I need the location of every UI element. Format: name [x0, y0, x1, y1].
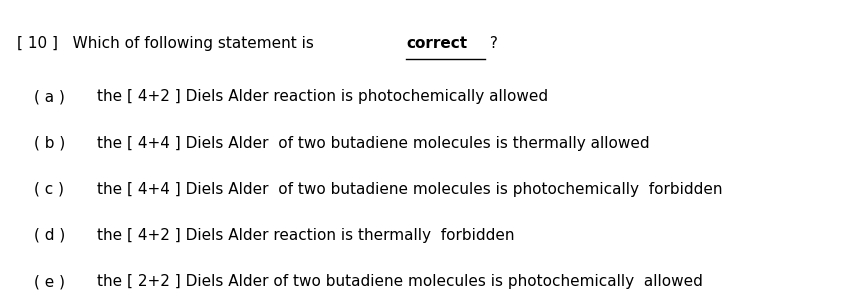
Text: ( b ): ( b ) — [34, 136, 65, 150]
Text: ( a ): ( a ) — [34, 89, 64, 104]
Text: correct: correct — [407, 36, 468, 51]
Text: the [ 4+4 ] Diels Alder  of two butadiene molecules is photochemically  forbidde: the [ 4+4 ] Diels Alder of two butadiene… — [97, 182, 722, 197]
Text: the [ 4+2 ] Diels Alder reaction is photochemically allowed: the [ 4+2 ] Diels Alder reaction is phot… — [97, 89, 549, 104]
Text: ( c ): ( c ) — [34, 182, 64, 197]
Text: ( e ): ( e ) — [34, 274, 65, 289]
Text: ( d ): ( d ) — [34, 228, 65, 243]
Text: ?: ? — [485, 36, 498, 51]
Text: [ 10 ]   Which of following statement is: [ 10 ] Which of following statement is — [17, 36, 318, 51]
Text: the [ 2+2 ] Diels Alder of two butadiene molecules is photochemically  allowed: the [ 2+2 ] Diels Alder of two butadiene… — [97, 274, 703, 289]
Text: the [ 4+2 ] Diels Alder reaction is thermally  forbidden: the [ 4+2 ] Diels Alder reaction is ther… — [97, 228, 515, 243]
Text: the [ 4+4 ] Diels Alder  of two butadiene molecules is thermally allowed: the [ 4+4 ] Diels Alder of two butadiene… — [97, 136, 650, 150]
